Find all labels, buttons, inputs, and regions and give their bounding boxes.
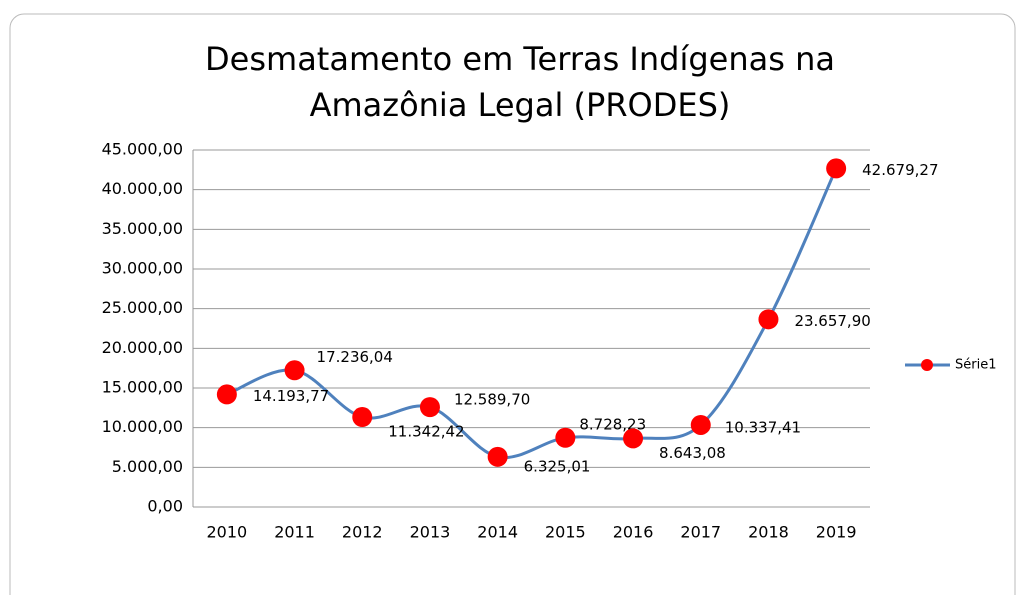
data-point — [216, 384, 237, 405]
data-label: 6.325,01 — [524, 457, 591, 475]
y-tick-label: 0,00 — [147, 497, 183, 516]
legend-marker — [921, 359, 933, 371]
y-tick-label: 35.000,00 — [102, 219, 183, 238]
data-label: 8.728,23 — [579, 415, 646, 433]
y-tick-label: 5.000,00 — [112, 457, 183, 476]
y-tick-label: 40.000,00 — [102, 179, 183, 198]
data-point — [352, 407, 373, 428]
y-tick-label: 30.000,00 — [102, 259, 183, 278]
data-label: 23.657,90 — [794, 312, 870, 330]
x-tick-label: 2016 — [613, 523, 654, 542]
data-label: 42.679,27 — [862, 161, 938, 179]
x-tick-label: 2019 — [816, 523, 857, 542]
y-tick-label: 20.000,00 — [102, 338, 183, 357]
x-tick-label: 2018 — [748, 523, 789, 542]
y-tick-label: 45.000,00 — [102, 140, 183, 159]
y-tick-label: 15.000,00 — [102, 378, 183, 397]
y-tick-label: 10.000,00 — [102, 417, 183, 436]
data-point — [690, 414, 711, 435]
x-tick-label: 2013 — [410, 523, 451, 542]
x-tick-label: 2012 — [342, 523, 383, 542]
data-label: 10.337,41 — [725, 418, 801, 436]
x-tick-label: 2017 — [680, 523, 721, 542]
legend-label: Série1 — [955, 358, 996, 373]
x-tick-label: 2015 — [545, 523, 586, 542]
data-point — [826, 158, 847, 179]
data-label: 11.342,42 — [388, 423, 464, 441]
x-tick-label: 2011 — [274, 523, 315, 542]
x-tick-label: 2014 — [477, 523, 518, 542]
data-point — [555, 427, 576, 448]
data-point — [284, 360, 305, 381]
data-label: 17.236,04 — [317, 348, 393, 366]
chart-frame — [9, 13, 1016, 595]
x-tick-label: 2010 — [206, 523, 247, 542]
data-point — [758, 309, 779, 330]
chart-title: Desmatamento em Terras Indígenas na Amaz… — [205, 40, 835, 124]
series-line — [226, 167, 838, 460]
data-point — [419, 397, 440, 418]
data-label: 8.643,08 — [659, 444, 726, 462]
y-tick-label: 25.000,00 — [102, 298, 183, 317]
data-label: 14.193,77 — [253, 387, 329, 405]
data-label: 12.589,70 — [454, 391, 530, 409]
data-point — [487, 446, 508, 467]
data-point — [623, 428, 644, 449]
